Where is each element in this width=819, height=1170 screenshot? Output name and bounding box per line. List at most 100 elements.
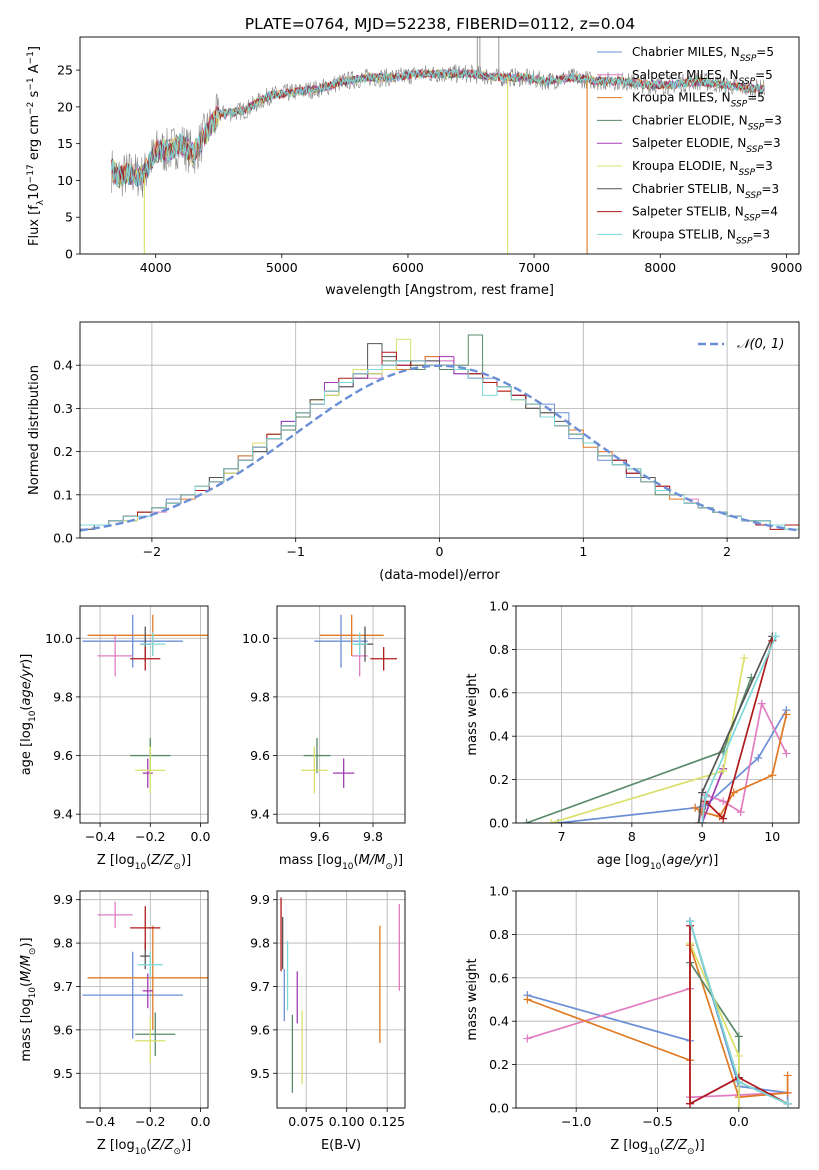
y-axis-label: Flux [fλ10−17 erg cm−2 s−1 A−1]: [26, 46, 46, 246]
axes-frame: [79, 321, 800, 539]
y-tick-label: 1.0: [489, 884, 509, 899]
x-tick-label: −1.0: [561, 1114, 591, 1129]
x-tick-label: 1: [579, 544, 587, 559]
x-tick-label: 6000: [392, 260, 424, 275]
x-axis-label-part: Z [log: [610, 1138, 648, 1153]
mass-weight-series-line: [701, 768, 724, 823]
y-axis-label-part: age [log: [19, 722, 34, 775]
legend-label-part: =5: [747, 91, 765, 105]
legend-label-part: =5: [756, 45, 774, 59]
legend-label-part: =3: [764, 113, 782, 127]
spectrum-panel: 4000 5000 6000 7000 8000 9000 0 5 10 15 20 25 Chabri…: [26, 36, 802, 298]
mass-weight-marker: [740, 654, 749, 663]
mass-weight-marker: [782, 749, 791, 758]
mass-weight-marker: [783, 1099, 792, 1108]
x-axis-label-part: (: [660, 1138, 665, 1153]
x-axis-label-part: 10: [650, 862, 662, 872]
mass-weight-marker: [694, 819, 703, 823]
histogram-step-line: [80, 360, 799, 530]
plot-area: [522, 632, 791, 823]
grid-lines: [277, 891, 405, 1108]
mass-weight-series-line: [689, 925, 789, 1106]
y-axis-label: age [log10(age/yr)]: [19, 654, 38, 776]
x-tick-label: 0.100: [329, 1114, 365, 1129]
plot-area: [301, 614, 397, 794]
mass-weight-marker: [783, 1071, 792, 1080]
mass-weight-marker: [719, 797, 728, 806]
legend-label-part: SSP: [744, 214, 761, 224]
y-tick-label: 15: [57, 136, 73, 151]
x-axis-label-part: (: [354, 853, 359, 868]
legend-label-part: Chabrier ELODIE, N: [632, 113, 748, 127]
mass-weight-marker: [736, 808, 745, 817]
x-tick-label: 7000: [518, 260, 550, 275]
x-tick-label: 8000: [644, 260, 676, 275]
mass-weight-marker: [686, 917, 695, 926]
x-tick-label: 5000: [266, 260, 298, 275]
mass-weight-marker: [768, 771, 777, 780]
y-axis-label-part: erg cm: [27, 115, 42, 164]
legend-label-part: SSP: [739, 168, 756, 178]
mass-weight-marker: [734, 1077, 743, 1086]
mass-weight-marker: [734, 1051, 743, 1060]
y-tick-label: 9.6: [53, 1022, 73, 1037]
axes-frame: [276, 605, 406, 824]
y-axis-label-part: ]: [27, 46, 42, 51]
x-axis-label-part: Z [log: [97, 1138, 135, 1153]
y-tick-label: 0.8: [489, 927, 509, 942]
x-axis-label: (data-model)/error: [379, 568, 500, 583]
grid-lines: [80, 322, 799, 539]
legend-label: Chabrier STELIB, NSSP=3: [632, 182, 779, 201]
mass-weight-marker: [701, 792, 710, 801]
legend-label-part: SSP: [746, 145, 763, 155]
plot-area: [523, 917, 792, 1108]
y-tick-label: 0.2: [53, 444, 73, 459]
legend-label-part: =5: [755, 68, 773, 82]
y-tick-label: 0: [65, 247, 73, 262]
mass-weight-marker: [754, 753, 763, 762]
x-axis-label-part: Z/Z: [664, 1138, 688, 1153]
mass-weight-marker: [686, 1099, 695, 1108]
y-axis-label-part: −1: [26, 51, 36, 64]
x-axis-label-part: age [log: [597, 853, 650, 868]
mass-weight-marker: [691, 803, 700, 812]
y-axis-label-part: s: [27, 90, 42, 101]
x-axis-label-part: 10: [135, 862, 147, 872]
axes-frame: [79, 36, 800, 255]
axes-frame: [79, 605, 209, 824]
y-tick-label: 9.8: [53, 936, 73, 951]
mass-weight-marker: [719, 814, 728, 823]
x-axis-label: mass [log10(M/M⊙)]: [279, 853, 403, 872]
legend-label: Salpeter ELODIE, NSSP=3: [632, 136, 781, 155]
x-axis-label: Z [log10(Z/Z⊙)]: [97, 853, 191, 872]
x-axis-label-part: 10: [342, 862, 354, 872]
y-tick-label: 10.0: [242, 631, 270, 646]
y-tick-label: 0.6: [489, 970, 509, 985]
y-tick-label: 0.0: [489, 1101, 509, 1116]
legend-label: Kroupa MILES, NSSP=5: [632, 91, 765, 110]
y-tick-label: 9.9: [53, 892, 73, 907]
legend-label-part: SSP: [731, 100, 748, 110]
x-axis-label-part: (: [661, 853, 666, 868]
y-tick-label: 0.4: [489, 1014, 509, 1029]
mass-vs-ebv-panel: 0.075 0.100 0.125 9.5 9.6 9.7 9.8 9.9 E(B-V): [250, 890, 406, 1153]
y-axis-label: mass weight: [465, 673, 480, 755]
x-tick-label: 0: [436, 544, 444, 559]
plot-area: [80, 334, 799, 532]
y-tick-label: 0.0: [53, 531, 73, 546]
mass-vs-metallicity-panel: −0.4 −0.2 0.09.59.69.79.89.9Z [log10(Z/Z⊙)…: [19, 890, 210, 1157]
x-axis-label: age [log10(age/yr)]: [597, 853, 719, 872]
y-tick-label: 0.2: [489, 772, 509, 787]
axes-frame: [515, 890, 800, 1109]
mass-weight-marker: [782, 710, 791, 719]
legend-label: Chabrier MILES, NSSP=5: [632, 45, 774, 64]
legend-label-part: Chabrier STELIB, N: [632, 182, 745, 196]
x-tick-label: 9.6: [310, 829, 330, 844]
residual-histogram-panel: −2 −1 0 1 2 0.0 0.1 0.2 0.3 0.4 𝒩(0, 1) (data-model…: [27, 321, 800, 583]
legend-label: Chabrier ELODIE, NSSP=3: [632, 113, 782, 132]
x-tick-label: −1: [286, 544, 304, 559]
x-tick-label: 4000: [140, 260, 172, 275]
x-tick-label: −0.2: [135, 829, 165, 844]
x-tick-label: 10: [764, 829, 780, 844]
x-axis-label-part: age/yr: [666, 853, 709, 868]
